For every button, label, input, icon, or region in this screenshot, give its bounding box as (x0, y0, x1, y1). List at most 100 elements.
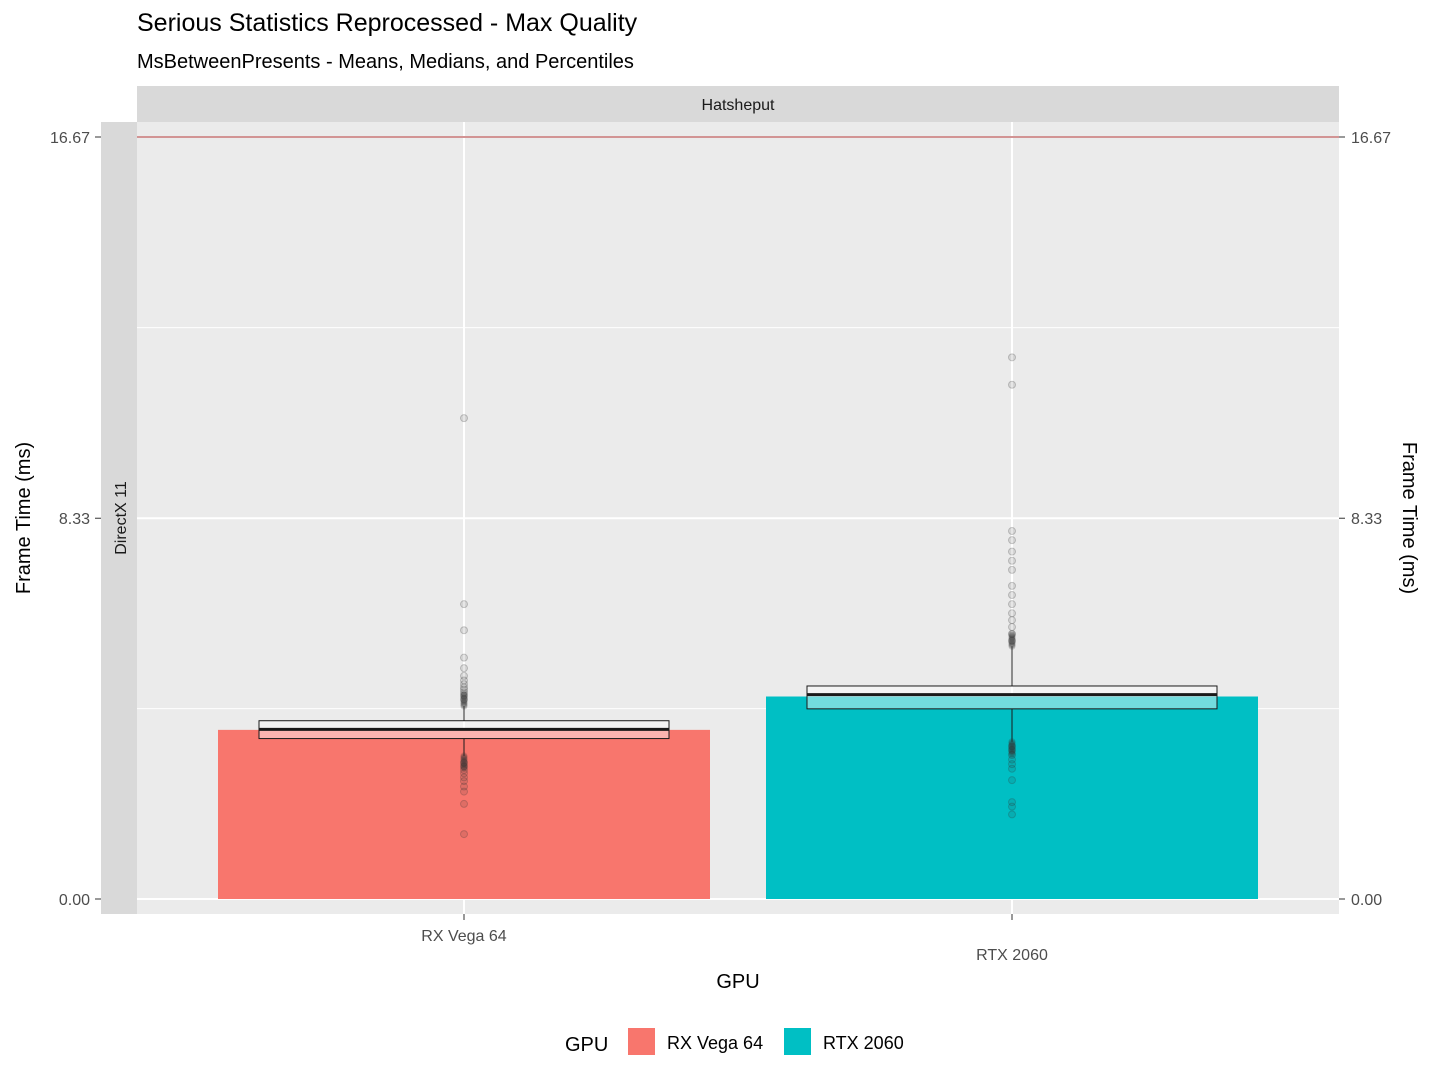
outlier-point (460, 762, 468, 770)
legend-swatch (784, 1028, 811, 1055)
outlier-point (460, 760, 468, 768)
outlier-point (1008, 802, 1016, 811)
outlier-point (1008, 565, 1016, 574)
bar-mean-rx-vega-64 (218, 729, 710, 899)
outlier-point (1008, 536, 1016, 545)
outlier-point (460, 762, 468, 771)
outlier-point (460, 695, 468, 704)
outlier-point (1008, 547, 1016, 556)
outlier-point (460, 777, 468, 786)
x-axis-title: GPU (716, 971, 759, 993)
legend-label: RTX 2060 (823, 1033, 904, 1053)
y-axis-title-right: Frame Time (ms) (1398, 442, 1420, 594)
outlier-point (1008, 639, 1016, 647)
outlier-point (460, 702, 468, 710)
outlier-point (1008, 764, 1016, 773)
outlier-point (1008, 747, 1016, 755)
outlier-point (460, 773, 468, 782)
outlier-point (1008, 641, 1016, 649)
outlier-point (1008, 616, 1016, 625)
outlier-point (460, 757, 468, 765)
outlier-point (1008, 742, 1016, 751)
y-tick-label-left: 8.33 (59, 511, 90, 528)
outlier-point (460, 764, 468, 772)
outlier-point (1008, 556, 1016, 565)
outlier-point (1008, 745, 1016, 753)
facet-row-label: DirectX 11 (113, 481, 130, 555)
legend-swatch (628, 1028, 655, 1055)
outlier-point (460, 653, 468, 662)
outlier-point (1008, 745, 1016, 754)
outlier-point (460, 763, 468, 771)
outlier-point (1008, 743, 1016, 751)
outlier-point (1008, 740, 1016, 748)
outlier-point (1008, 810, 1016, 819)
outlier-point (460, 693, 468, 701)
outlier-point (460, 698, 468, 706)
outlier-point (1008, 742, 1016, 750)
outlier-point (1008, 751, 1016, 760)
outlier-point (1008, 629, 1016, 638)
outlier-point (460, 758, 468, 767)
facet-column-strip (137, 86, 1339, 122)
outlier-point (460, 664, 468, 673)
outlier-point (1008, 636, 1016, 645)
box-iqr (806, 685, 1218, 710)
axes: 0.00 0.00 8.33 8.33 16.67 16.67 RX Vega 64 RTX … (50, 130, 1391, 964)
outlier-point (460, 600, 468, 609)
outlier-point (1008, 642, 1016, 650)
outlier-point (460, 680, 468, 689)
outlier-point (460, 695, 468, 703)
outlier-point (460, 766, 468, 775)
outlier-point (1008, 637, 1016, 645)
outlier-point (1008, 591, 1016, 600)
outlier-point (1008, 353, 1016, 362)
legend: GPU RX Vega 64 RTX 2060 (565, 1028, 904, 1056)
facet-row-strip (101, 122, 137, 914)
outlier-point (460, 691, 468, 699)
outlier-point (1008, 380, 1016, 389)
y-tick-label-left: 0.00 (59, 892, 90, 909)
outlier-point (1008, 638, 1016, 646)
outlier-point (460, 414, 468, 423)
outlier-point (1008, 609, 1016, 618)
outlier-point (460, 759, 468, 767)
y-tick-label-right: 0.00 (1351, 892, 1382, 909)
outlier-point (460, 799, 468, 808)
outlier-point (460, 769, 468, 778)
outlier-point (1008, 755, 1016, 764)
boxplot-rx-vega-64 (258, 414, 670, 839)
outlier-point (1008, 633, 1016, 641)
legend-label: RX Vega 64 (667, 1033, 763, 1053)
x-tick-label: RTX 2060 (976, 947, 1048, 964)
y-tick-label-left: 16.67 (50, 130, 90, 147)
outlier-point (1008, 760, 1016, 769)
chart-title: Serious Statistics Reprocessed - Max Qua… (137, 9, 638, 37)
y-tick-label-right: 8.33 (1351, 511, 1382, 528)
outlier-point (460, 755, 468, 763)
outlier-point (460, 701, 468, 709)
outlier-point (460, 691, 468, 700)
outlier-point (460, 756, 468, 764)
outlier-point (460, 699, 468, 707)
outlier-point (460, 830, 468, 839)
outlier-point (460, 697, 468, 705)
outlier-point (460, 782, 468, 791)
boxplots (258, 353, 1218, 839)
legend-title: GPU (565, 1034, 608, 1056)
outlier-point (1008, 623, 1016, 632)
outlier-point (460, 752, 468, 760)
outlier-point (460, 787, 468, 796)
outlier-point (460, 683, 468, 692)
outlier-point (1008, 739, 1016, 747)
outlier-point (460, 685, 468, 694)
outlier-point (1008, 750, 1016, 758)
y-tick-label-right: 16.67 (1351, 130, 1391, 147)
outlier-point (460, 753, 468, 761)
y-axis-title: Frame Time (ms) (13, 442, 35, 594)
facet-column-label: Hatsheput (702, 97, 775, 114)
outlier-point (1008, 776, 1016, 785)
x-tick-label: RX Vega 64 (421, 928, 507, 945)
outlier-point (1008, 527, 1016, 536)
outlier-point (460, 688, 468, 697)
